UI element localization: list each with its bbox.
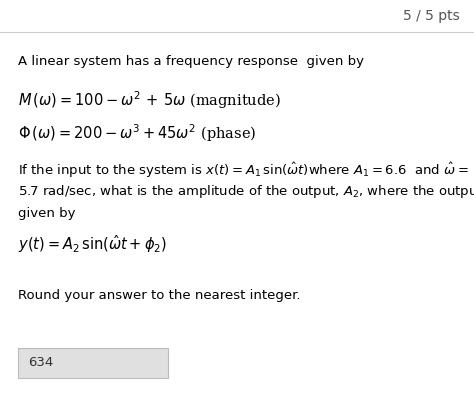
Text: Round your answer to the nearest integer.: Round your answer to the nearest integer… <box>18 290 301 302</box>
Text: 5 / 5 pts: 5 / 5 pts <box>403 9 460 23</box>
FancyBboxPatch shape <box>18 348 168 378</box>
Text: If the input to the system is $x(t) = A_1\,\sin(\hat{\omega}t)$where $A_1 = 6.6$: If the input to the system is $x(t) = A_… <box>18 160 469 180</box>
Text: $M\,(\omega) = 100 - \omega^2\, +\, 5\omega$ (magnitude): $M\,(\omega) = 100 - \omega^2\, +\, 5\om… <box>18 89 281 111</box>
Text: $y(t) = A_2\,\sin(\hat{\omega}t + \phi_2)$: $y(t) = A_2\,\sin(\hat{\omega}t + \phi_2… <box>18 233 167 255</box>
Text: 634: 634 <box>28 356 53 370</box>
Text: $\Phi\,(\omega) = 200 - \omega^3 + 45\omega^2$ (phase): $\Phi\,(\omega) = 200 - \omega^3 + 45\om… <box>18 122 256 144</box>
Text: A linear system has a frequency response  given by: A linear system has a frequency response… <box>18 56 364 68</box>
Text: 5.7 rad/sec, what is the amplitude of the output, $A_2$, where the output is: 5.7 rad/sec, what is the amplitude of th… <box>18 183 474 201</box>
Text: given by: given by <box>18 208 75 220</box>
